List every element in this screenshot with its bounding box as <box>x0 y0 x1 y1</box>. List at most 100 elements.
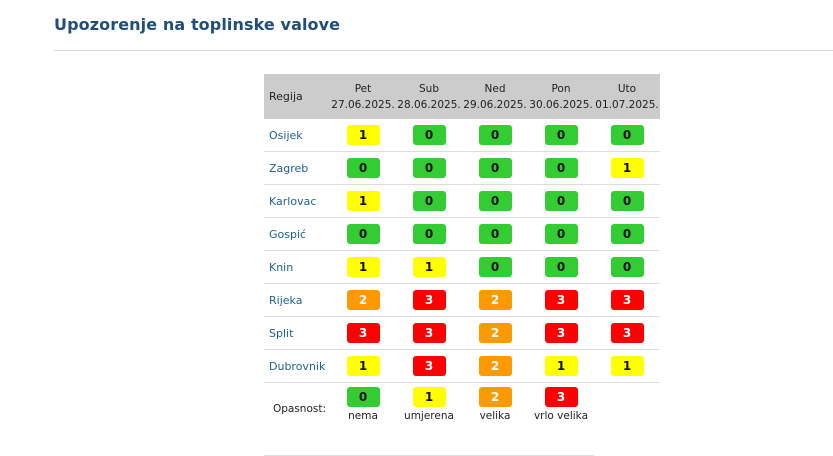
page-title: Upozorenje na toplinske valove <box>54 15 341 34</box>
warning-level-badge: 0 <box>478 191 512 211</box>
warning-cell: 0 <box>462 217 528 251</box>
day-column-header: Pon 30.06.2025. <box>528 74 594 119</box>
legend-badge: 1 <box>412 387 446 407</box>
region-link[interactable]: Dubrovnik <box>264 349 330 383</box>
warning-level-badge: 0 <box>610 257 644 277</box>
day-column-header: Ned 29.06.2025. <box>462 74 528 119</box>
day-name: Ned <box>484 82 506 95</box>
table-row: Gospić 0 0 0 0 0 <box>264 217 660 251</box>
warning-cell: 1 <box>330 349 396 383</box>
warning-cell: 3 <box>396 349 462 383</box>
day-name: Pon <box>551 82 571 95</box>
warning-level-badge: 3 <box>610 323 644 343</box>
warning-level-badge: 3 <box>346 323 380 343</box>
legend-item: 3 vrlo velika <box>528 382 594 456</box>
day-date: 30.06.2025. <box>529 98 593 111</box>
warning-cell: 2 <box>462 349 528 383</box>
warning-level-badge: 0 <box>346 224 380 244</box>
region-column-header: Regija <box>264 74 330 119</box>
warning-cell: 0 <box>594 119 660 152</box>
legend-label: Opasnost: <box>264 382 330 456</box>
region-link[interactable]: Knin <box>264 250 330 284</box>
warning-cell: 3 <box>528 316 594 350</box>
legend-item: 1 umjerena <box>396 382 462 456</box>
warning-cell: 0 <box>330 151 396 185</box>
warning-cell: 3 <box>594 316 660 350</box>
warning-cell: 1 <box>330 119 396 152</box>
day-date: 28.06.2025. <box>397 98 461 111</box>
warning-cell: 0 <box>396 217 462 251</box>
warning-cell: 3 <box>528 283 594 317</box>
day-date: 27.06.2025. <box>331 98 395 111</box>
warning-level-badge: 0 <box>610 191 644 211</box>
warning-level-badge: 0 <box>346 158 380 178</box>
legend-name: velika <box>479 410 511 422</box>
title-divider <box>54 50 833 51</box>
legend-badge: 2 <box>478 387 512 407</box>
warning-cell: 1 <box>594 151 660 185</box>
table-row: Knin 1 1 0 0 0 <box>264 250 660 284</box>
region-link[interactable]: Gospić <box>264 217 330 251</box>
region-link[interactable]: Zagreb <box>264 151 330 185</box>
warning-level-badge: 0 <box>544 125 578 145</box>
warning-cell: 0 <box>528 184 594 218</box>
day-column-header: Pet 27.06.2025. <box>330 74 396 119</box>
warning-level-badge: 1 <box>544 356 578 376</box>
warning-cell: 1 <box>594 349 660 383</box>
warning-cell: 0 <box>396 184 462 218</box>
warning-level-badge: 3 <box>412 356 446 376</box>
warning-cell: 0 <box>594 217 660 251</box>
warning-level-badge: 0 <box>544 158 578 178</box>
warning-level-badge: 1 <box>412 257 446 277</box>
warning-level-badge: 0 <box>610 125 644 145</box>
table-row: Rijeka 2 3 2 3 3 <box>264 283 660 317</box>
heatwave-warning-table: Regija Pet 27.06.2025. Sub 28.06.2025. Ned… <box>264 74 660 456</box>
warning-cell: 0 <box>528 217 594 251</box>
day-name: Sub <box>419 82 439 95</box>
warning-level-badge: 1 <box>346 257 380 277</box>
warning-level-badge: 3 <box>544 323 578 343</box>
warning-cell: 0 <box>462 119 528 152</box>
warning-level-badge: 0 <box>478 224 512 244</box>
warning-level-badge: 3 <box>544 290 578 310</box>
warning-level-badge: 3 <box>412 323 446 343</box>
warning-cell: 1 <box>330 250 396 284</box>
warning-level-badge: 0 <box>478 158 512 178</box>
warning-cell: 0 <box>396 119 462 152</box>
table-row: Zagreb 0 0 0 0 1 <box>264 151 660 185</box>
warning-cell: 0 <box>330 217 396 251</box>
warning-level-badge: 1 <box>346 356 380 376</box>
region-link[interactable]: Osijek <box>264 119 330 152</box>
day-name: Uto <box>617 82 637 95</box>
warning-cell: 2 <box>462 283 528 317</box>
legend-badge: 0 <box>346 387 380 407</box>
warning-cell: 0 <box>528 151 594 185</box>
legend-item: 0 nema <box>330 382 396 456</box>
table-header-row: Regija Pet 27.06.2025. Sub 28.06.2025. Ned… <box>264 74 660 119</box>
day-name: Pet <box>354 82 372 95</box>
warning-level-badge: 0 <box>412 224 446 244</box>
warning-cell: 0 <box>462 151 528 185</box>
warning-level-badge: 3 <box>412 290 446 310</box>
region-link[interactable]: Karlovac <box>264 184 330 218</box>
warning-level-badge: 0 <box>478 257 512 277</box>
warning-level-badge: 2 <box>346 290 380 310</box>
warning-cell: 0 <box>396 151 462 185</box>
warning-cell: 3 <box>330 316 396 350</box>
warning-level-badge: 1 <box>346 191 380 211</box>
warning-level-badge: 0 <box>610 224 644 244</box>
table-row: Osijek 1 0 0 0 0 <box>264 119 660 152</box>
warning-level-badge: 0 <box>544 224 578 244</box>
warning-cell: 3 <box>594 283 660 317</box>
region-link[interactable]: Split <box>264 316 330 350</box>
warning-level-badge: 0 <box>544 257 578 277</box>
warning-level-badge: 0 <box>412 158 446 178</box>
warning-level-badge: 1 <box>346 125 380 145</box>
legend-name: vrlo velika <box>533 410 589 422</box>
region-link[interactable]: Rijeka <box>264 283 330 317</box>
warning-level-badge: 1 <box>610 356 644 376</box>
warning-cell: 0 <box>594 184 660 218</box>
warning-cell: 0 <box>528 250 594 284</box>
warning-cell: 3 <box>396 283 462 317</box>
legend-name: umjerena <box>404 410 454 422</box>
